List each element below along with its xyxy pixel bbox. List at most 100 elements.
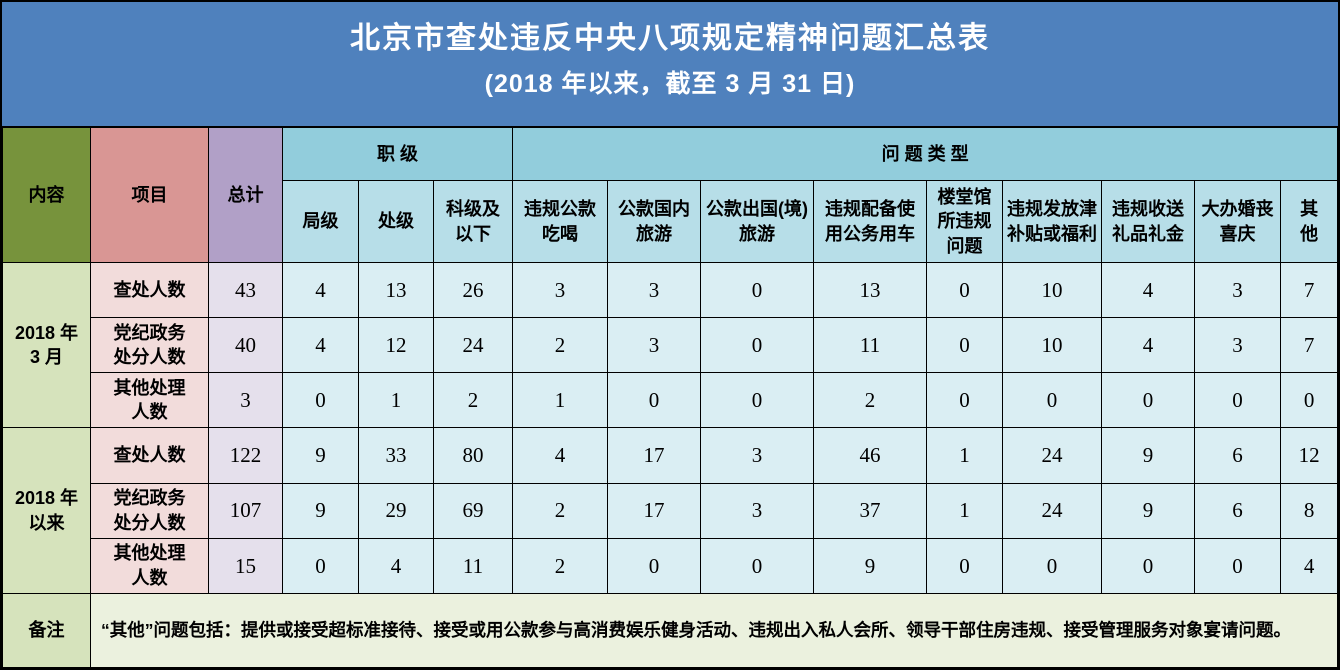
- data-cell: 0: [1002, 372, 1103, 429]
- header-group-problem-type: 问 题 类 型: [512, 127, 1338, 181]
- data-cell: 0: [607, 372, 702, 429]
- header-problem-dining: 违规公款吃喝: [512, 180, 609, 263]
- data-cell: 4: [358, 537, 434, 594]
- table-row: 党纪政务处分人数 40 4 12 24 2 3 0 11 0 10 4 3 7: [3, 317, 1338, 374]
- data-cell: 4: [512, 427, 609, 484]
- data-cell: 33: [358, 427, 434, 484]
- table-row: 其他处理人数 3 0 1 2 1 0 0 2 0 0 0 0 0: [3, 372, 1338, 429]
- data-cell: 1: [926, 482, 1004, 539]
- row-label: 查处人数: [90, 427, 209, 484]
- data-cell: 0: [926, 537, 1004, 594]
- data-cell: 3: [607, 317, 702, 374]
- row-label: 其他处理人数: [90, 372, 209, 429]
- data-cell: 13: [358, 261, 434, 319]
- period-cell: 2018 年以来: [2, 427, 91, 594]
- header-problem-buildings: 楼堂馆所违规问题: [926, 180, 1004, 263]
- note-row: 备注 “其他”问题包括：提供或接受超标准接待、接受或用公款参与高消费娱乐健身活动…: [2, 592, 1338, 668]
- header-total: 总计: [208, 127, 283, 263]
- data-cell: 37: [813, 482, 928, 539]
- total-cell: 107: [208, 482, 283, 539]
- data-cell: 0: [926, 317, 1004, 374]
- data-cell: 4: [1101, 317, 1196, 374]
- note-label: 备注: [2, 592, 91, 668]
- data-cell: 0: [1194, 372, 1282, 429]
- data-cell: 2: [432, 372, 514, 429]
- data-cell: 29: [358, 482, 434, 539]
- data-cell: 4: [1280, 537, 1338, 594]
- header-problem-allowances: 违规发放津补贴或福利: [1002, 180, 1103, 263]
- data-cell: 24: [1002, 427, 1103, 484]
- total-cell: 3: [208, 372, 283, 429]
- data-cell: 10: [1002, 317, 1103, 374]
- data-cell: 0: [282, 537, 359, 594]
- data-cell: 3: [700, 482, 815, 539]
- row-label: 其他处理人数: [90, 537, 209, 594]
- data-cell: 4: [282, 261, 359, 319]
- data-cell: 17: [607, 482, 702, 539]
- summary-table: 内容 项目 总计 职 级 问 题 类 型 局级 处级 科级及以下 违规公款吃喝 …: [2, 127, 1338, 668]
- header-problem-abroad-travel: 公款出国(境)旅游: [700, 180, 815, 263]
- data-cell: 7: [1280, 261, 1338, 319]
- page-subtitle: (2018 年以来，截至 3 月 31 日): [484, 70, 856, 98]
- data-cell: 0: [1101, 537, 1196, 594]
- data-cell: 6: [1194, 482, 1282, 539]
- data-cell: 12: [358, 317, 434, 374]
- page-title: 北京市查处违反中央八项规定精神问题汇总表: [350, 22, 990, 55]
- data-cell: 69: [432, 482, 514, 539]
- data-cell: 0: [607, 537, 702, 594]
- header-rank-bureau: 局级: [282, 180, 359, 263]
- data-cell: 9: [1101, 482, 1196, 539]
- header-group-rank: 职 级: [281, 127, 514, 181]
- data-cell: 1: [926, 427, 1004, 484]
- table-row: 其他处理人数 15 0 4 11 2 0 0 9 0 0 0 0 4: [3, 537, 1338, 594]
- data-cell: 13: [813, 261, 928, 319]
- data-cell: 0: [1101, 372, 1196, 429]
- row-label: 党纪政务处分人数: [90, 482, 209, 539]
- data-cell: 17: [607, 427, 702, 484]
- data-cell: 11: [813, 317, 928, 374]
- data-cell: 26: [432, 261, 514, 319]
- header-problem-weddings: 大办婚丧喜庆: [1194, 180, 1282, 263]
- row-label: 党纪政务处分人数: [90, 317, 209, 374]
- data-cell: 46: [813, 427, 928, 484]
- data-cell: 6: [1194, 427, 1282, 484]
- note-text: “其他”问题包括：提供或接受超标准接待、接受或用公款参与高消费娱乐健身活动、违规…: [89, 592, 1338, 668]
- data-cell: 2: [512, 482, 609, 539]
- header-problem-official-cars: 违规配备使用公务用车: [813, 180, 928, 263]
- data-cell: 3: [1194, 317, 1282, 374]
- data-cell: 2: [512, 317, 609, 374]
- data-cell: 24: [1002, 482, 1103, 539]
- data-cell: 24: [432, 317, 514, 374]
- data-cell: 0: [700, 372, 815, 429]
- data-cell: 2: [512, 537, 609, 594]
- data-cell: 9: [1101, 427, 1196, 484]
- total-cell: 43: [208, 261, 283, 319]
- total-cell: 40: [208, 317, 283, 374]
- data-cell: 0: [700, 317, 815, 374]
- data-cell: 0: [282, 372, 359, 429]
- table-row: 党纪政务处分人数 107 9 29 69 2 17 3 37 1 24 9 6 …: [3, 482, 1338, 539]
- data-cell: 3: [1194, 261, 1282, 319]
- header-rank-section: 科级及以下: [432, 180, 514, 263]
- data-cell: 0: [1002, 537, 1103, 594]
- data-cell: 3: [700, 427, 815, 484]
- header-problem-domestic-travel: 公款国内旅游: [607, 180, 702, 263]
- data-cell: 11: [432, 537, 514, 594]
- table-row: 2018 年 3 月 查处人数 43 4 13 26 3 3 0 13 0 10…: [2, 261, 1338, 429]
- data-cell: 7: [1280, 317, 1338, 374]
- data-cell: 8: [1280, 482, 1338, 539]
- total-cell: 122: [208, 427, 283, 484]
- header-content: 内容: [2, 127, 91, 263]
- row-label: 查处人数: [90, 261, 209, 319]
- total-cell: 15: [208, 537, 283, 594]
- table-row: 2018 年以来 查处人数 122 9 33 80 4 17 3 46 1 24…: [2, 427, 1338, 594]
- data-cell: 4: [1101, 261, 1196, 319]
- data-cell: 3: [512, 261, 609, 319]
- title-block: 北京市查处违反中央八项规定精神问题汇总表 (2018 年以来，截至 3 月 31…: [2, 2, 1338, 127]
- data-cell: 0: [926, 372, 1004, 429]
- data-cell: 3: [607, 261, 702, 319]
- data-cell: 1: [358, 372, 434, 429]
- data-cell: 80: [432, 427, 514, 484]
- data-cell: 9: [813, 537, 928, 594]
